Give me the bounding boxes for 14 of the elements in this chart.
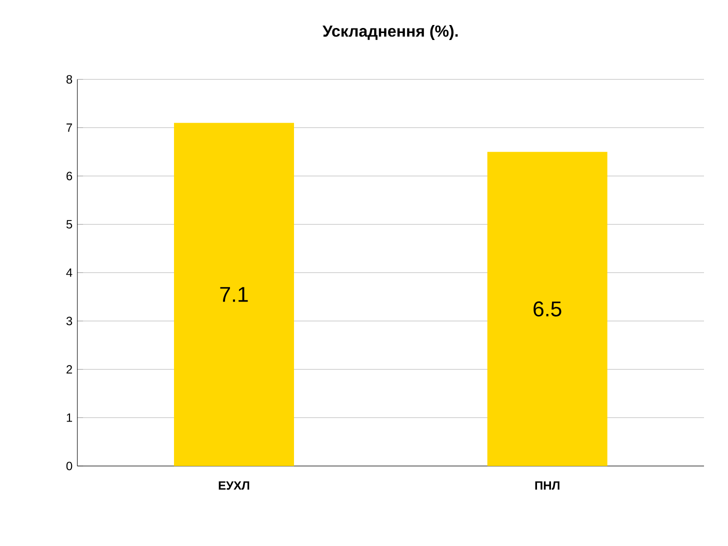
y-tick-label: 5 — [66, 220, 72, 229]
data-label: 6.5 — [534, 301, 562, 316]
x-tick-label: ПНЛ — [535, 481, 560, 490]
y-tick-label: 7 — [66, 124, 72, 132]
y-tick-label: 0 — [66, 462, 72, 470]
data-label: 7.1 — [220, 287, 248, 302]
y-tick-label: 4 — [66, 268, 72, 277]
chart-title: Ускладнення (%). — [322, 25, 458, 40]
y-tick-label: 2 — [66, 365, 72, 374]
y-tick-label: 1 — [66, 414, 72, 422]
x-tick-label: ЕУХЛ — [218, 481, 250, 490]
y-tick-label: 8 — [66, 75, 72, 84]
y-tick-label: 3 — [66, 316, 72, 326]
y-tick-label: 6 — [66, 172, 72, 180]
